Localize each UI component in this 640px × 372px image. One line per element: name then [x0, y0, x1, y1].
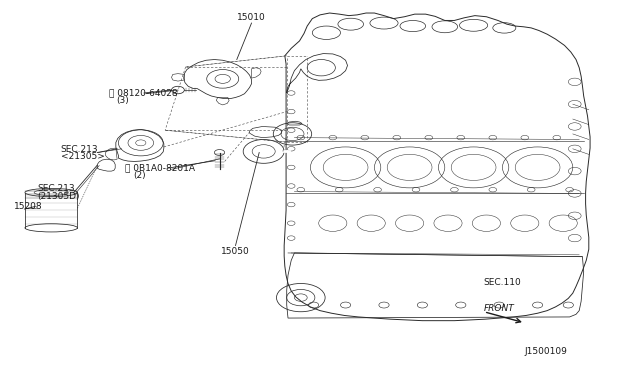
- Text: (21305D): (21305D): [37, 192, 79, 201]
- Text: SEC.213: SEC.213: [37, 185, 75, 193]
- Text: J1500109: J1500109: [525, 347, 568, 356]
- Text: Ⓐ 0B1A0-8201A: Ⓐ 0B1A0-8201A: [125, 164, 195, 173]
- Text: (2): (2): [133, 171, 146, 180]
- Text: (3): (3): [116, 96, 129, 105]
- Text: 15010: 15010: [237, 13, 266, 22]
- Text: FRONT: FRONT: [484, 304, 515, 313]
- Text: Ⓐ 08120-64028: Ⓐ 08120-64028: [109, 89, 177, 97]
- Text: 15050: 15050: [221, 247, 250, 256]
- Text: 15208: 15208: [14, 202, 43, 211]
- Text: SEC.213: SEC.213: [61, 145, 99, 154]
- Text: SEC.110: SEC.110: [483, 278, 521, 287]
- Text: <21305>: <21305>: [61, 153, 105, 161]
